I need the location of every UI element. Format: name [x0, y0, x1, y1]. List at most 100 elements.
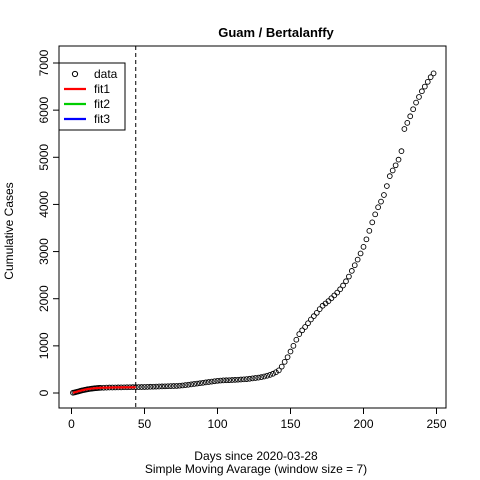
x-axis-label: Days since 2020-03-28 — [194, 449, 318, 463]
data-point — [302, 324, 308, 330]
data-point — [185, 381, 192, 388]
x-tick-label: 0 — [68, 417, 75, 431]
legend-label-fit1: fit1 — [94, 82, 110, 96]
data-point — [366, 227, 373, 234]
data-point — [354, 256, 361, 263]
data-point — [386, 173, 393, 179]
data-point — [182, 382, 189, 388]
y-tick-label: 4000 — [37, 191, 51, 218]
data-point — [208, 378, 215, 385]
data-point — [270, 370, 276, 377]
data-point — [223, 377, 230, 384]
data-point — [167, 383, 174, 389]
data-point — [156, 383, 162, 390]
data-point — [375, 204, 381, 211]
data-point — [275, 367, 282, 374]
data-point — [290, 343, 297, 349]
data-point — [340, 282, 346, 289]
data-point — [200, 379, 206, 386]
chart-title: Guam / Bertalanffy — [218, 25, 334, 40]
data-point — [427, 74, 434, 80]
x-tick-label: 200 — [353, 417, 373, 431]
legend-label-fit3: fit3 — [94, 112, 110, 126]
data-point — [343, 278, 349, 285]
x-tick-label: 100 — [207, 417, 227, 431]
data-point — [176, 382, 183, 389]
data-point — [381, 192, 387, 198]
data-marks — [70, 46, 437, 408]
data-point — [258, 374, 265, 381]
data-point — [325, 298, 332, 304]
chart-subtitle: Simple Moving Avarage (window size = 7) — [145, 462, 367, 476]
data-point — [348, 268, 355, 274]
data-point — [299, 327, 306, 334]
data-point — [305, 320, 311, 327]
data-point — [421, 83, 428, 90]
data-point — [147, 383, 154, 390]
data-point — [331, 292, 338, 299]
data-point — [351, 262, 358, 269]
data-point — [135, 384, 142, 390]
data-point — [264, 372, 270, 379]
data-point — [188, 381, 195, 388]
data-point — [416, 94, 422, 100]
data-point — [261, 373, 268, 380]
data-point — [308, 316, 314, 323]
data-point — [229, 377, 235, 383]
x-tick-label: 50 — [138, 417, 152, 431]
y-tick-label: 3000 — [37, 238, 51, 265]
data-point — [214, 377, 221, 384]
data-point — [334, 289, 341, 296]
data-point — [398, 148, 405, 155]
data-point — [153, 383, 160, 390]
data-point — [267, 372, 273, 378]
data-point — [360, 244, 367, 250]
legend-label-data: data — [94, 67, 118, 81]
data-point — [246, 375, 253, 382]
data-point — [144, 384, 151, 390]
data-point — [287, 348, 294, 355]
data-point — [252, 375, 259, 381]
data-point — [205, 379, 212, 385]
data-point — [191, 381, 197, 387]
data-point — [407, 113, 414, 120]
data-point — [392, 162, 399, 169]
data-point — [249, 375, 256, 382]
y-tick-label: 0 — [37, 389, 51, 396]
data-point — [170, 383, 177, 389]
y-tick-label: 1000 — [37, 332, 51, 359]
data-point — [313, 310, 320, 316]
data-point — [363, 236, 370, 243]
data-point — [369, 219, 376, 226]
data-point — [401, 126, 408, 132]
data-point — [273, 369, 279, 376]
data-point — [226, 377, 233, 384]
data-point — [159, 383, 165, 390]
data-point — [424, 79, 431, 85]
data-point — [378, 198, 384, 205]
x-tick-label: 150 — [280, 417, 300, 431]
data-point — [384, 183, 390, 189]
data-point — [150, 383, 157, 390]
data-point — [419, 88, 425, 95]
y-axis-label: Cumulative Cases — [2, 182, 16, 279]
y-tick-label: 5000 — [37, 144, 51, 171]
data-point — [430, 70, 437, 77]
data-point — [255, 374, 262, 381]
legend-symbol-data — [71, 70, 79, 78]
data-point — [165, 383, 171, 390]
data-point — [240, 376, 247, 383]
data-point — [179, 382, 186, 389]
x-tick-label: 250 — [426, 417, 446, 431]
data-point — [296, 331, 303, 337]
data-point — [217, 377, 224, 384]
data-point — [284, 354, 291, 361]
data-point — [238, 376, 244, 383]
data-point — [395, 156, 402, 163]
fit1-line — [72, 386, 136, 394]
y-tick-label: 7000 — [37, 49, 51, 76]
data-point — [337, 286, 343, 293]
data-point — [404, 120, 411, 126]
